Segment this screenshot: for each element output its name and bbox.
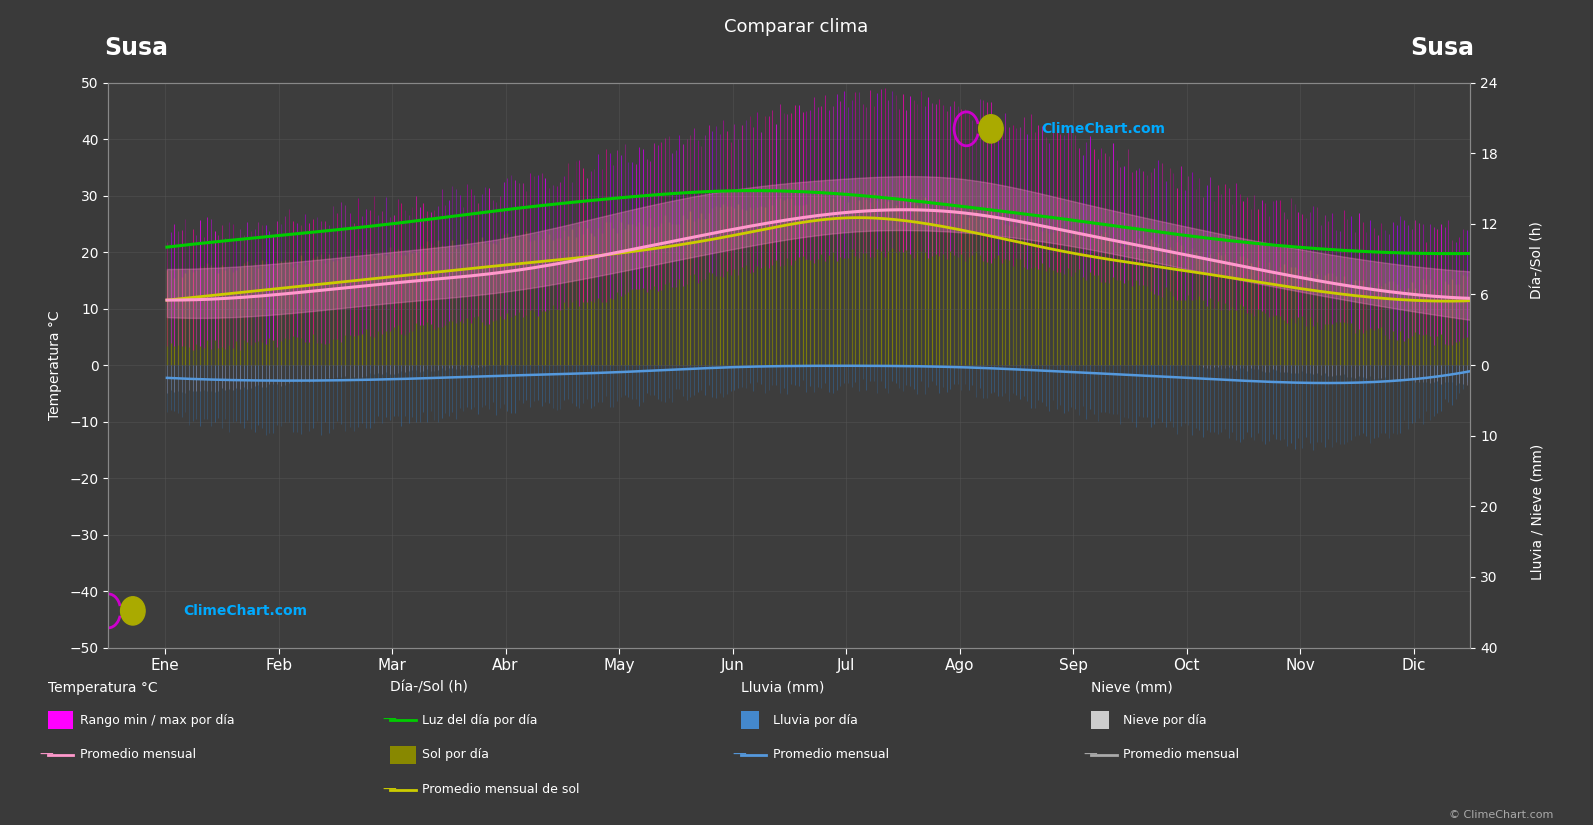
Ellipse shape: [978, 115, 1004, 143]
Text: Lluvia / Nieve (mm): Lluvia / Nieve (mm): [1531, 443, 1544, 580]
Text: ClimeChart.com: ClimeChart.com: [1042, 122, 1166, 136]
Text: Rango min / max por día: Rango min / max por día: [80, 714, 234, 727]
Text: —: —: [40, 748, 54, 761]
Text: Lluvia por día: Lluvia por día: [773, 714, 857, 727]
Ellipse shape: [121, 596, 145, 625]
Y-axis label: Temperatura °C: Temperatura °C: [48, 310, 62, 420]
Text: Promedio mensual: Promedio mensual: [1123, 748, 1239, 761]
Text: Nieve por día: Nieve por día: [1123, 714, 1206, 727]
Text: Susa: Susa: [1410, 36, 1475, 60]
Text: —: —: [733, 748, 747, 761]
Text: —: —: [1083, 748, 1098, 761]
Text: Día-/Sol (h): Día-/Sol (h): [390, 681, 468, 695]
Text: Promedio mensual: Promedio mensual: [80, 748, 196, 761]
Text: ClimeChart.com: ClimeChart.com: [183, 604, 307, 618]
Text: Susa: Susa: [104, 36, 169, 60]
Text: —: —: [382, 714, 397, 727]
Text: Nieve (mm): Nieve (mm): [1091, 681, 1172, 695]
Text: Promedio mensual de sol: Promedio mensual de sol: [422, 783, 580, 796]
Text: © ClimeChart.com: © ClimeChart.com: [1448, 810, 1553, 820]
Text: Promedio mensual: Promedio mensual: [773, 748, 889, 761]
Text: —: —: [382, 783, 397, 796]
Text: Temperatura °C: Temperatura °C: [48, 681, 158, 695]
Text: Comparar clima: Comparar clima: [725, 18, 868, 36]
Text: Lluvia (mm): Lluvia (mm): [741, 681, 824, 695]
Text: Día-/Sol (h): Día-/Sol (h): [1531, 221, 1544, 299]
Text: Luz del día por día: Luz del día por día: [422, 714, 538, 727]
Text: Sol por día: Sol por día: [422, 748, 489, 761]
